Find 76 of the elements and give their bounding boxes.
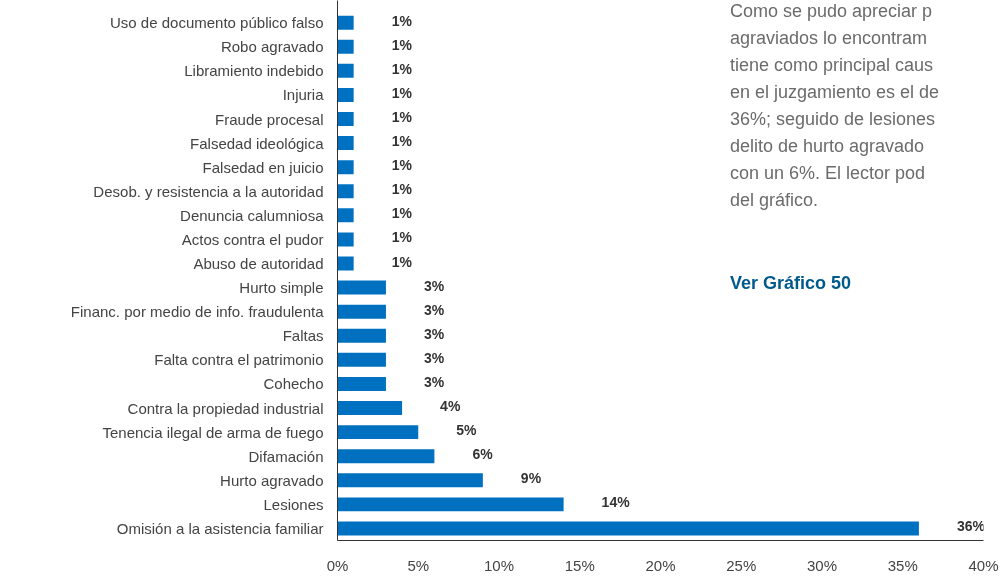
x-tick-label: 0%	[326, 556, 349, 574]
bar	[337, 112, 354, 126]
data-label: 1%	[391, 36, 413, 53]
bar	[337, 473, 483, 488]
x-tick-label: 10%	[483, 556, 515, 574]
y-tick-label: Uso de documento público falso	[110, 14, 324, 32]
y-tick-label: Robo agravado	[220, 38, 324, 56]
y-tick-label: Injuria	[282, 86, 325, 104]
data-label: 1%	[391, 205, 413, 222]
y-tick-label: Abuso de autoridad	[193, 255, 324, 273]
y-tick-label: Falsedad ideológica	[190, 134, 325, 152]
data-label: 3%	[423, 373, 445, 390]
y-tick-label: Tenencia ilegal de arma de fuego	[102, 423, 324, 441]
y-tick-label: Lesiones	[263, 495, 324, 513]
y-tick-label: Cohecho	[263, 375, 324, 393]
y-tick-label: Omisión a la asistencia familiar	[116, 519, 324, 537]
y-tick-label: Denuncia calumniosa	[180, 206, 325, 224]
data-label: 14%	[601, 494, 631, 511]
bar	[337, 136, 354, 151]
y-tick-label: Hurto agravado	[220, 471, 324, 489]
y-tick-label: Fraude procesal	[215, 110, 324, 128]
bar	[337, 39, 354, 54]
data-label: 1%	[391, 12, 413, 29]
y-tick-label: Falsedad en juicio	[202, 158, 324, 176]
bar	[337, 376, 386, 391]
data-label: 3%	[423, 325, 445, 342]
data-label: 1%	[391, 133, 413, 150]
data-label: 1%	[391, 109, 413, 125]
data-label: 1%	[391, 157, 413, 174]
data-label: 4%	[440, 398, 461, 415]
data-label: 5%	[456, 422, 478, 439]
data-label: 3%	[423, 349, 445, 366]
bar	[337, 184, 354, 199]
bar	[337, 328, 386, 343]
bar	[337, 256, 354, 271]
bar	[337, 497, 564, 512]
y-tick-label: Hurto simple	[239, 279, 324, 297]
data-label: 6%	[472, 446, 494, 463]
annotation: Como se pudo apreciar p agraviados lo encontram tiene como principal caus en el juzgamiento es el de 36%; seguido de lesiones delito de hurto agravado con un 6%. El lector pod del gráfico.	[729, 1, 940, 211]
x-tick-label: 35%	[887, 556, 918, 574]
bar	[337, 521, 919, 536]
bar	[337, 401, 403, 416]
data-label: 3%	[423, 301, 445, 318]
data-label: 9%	[520, 470, 542, 487]
x-tick-label: 25%	[726, 556, 757, 574]
bar	[337, 232, 354, 247]
y-tick-label: Actos contra el pudor	[181, 230, 324, 248]
annotation: Ver Gráfico 50	[729, 273, 852, 294]
y-tick-label: Libramiento indebido	[184, 62, 324, 80]
bar	[337, 160, 354, 175]
bar	[337, 15, 354, 30]
x-tick-label: 30%	[806, 556, 838, 574]
bar	[337, 449, 435, 464]
bar	[337, 280, 386, 295]
bar	[337, 63, 354, 78]
y-tick-label: Contra la propiedad industrial	[127, 399, 324, 417]
x-tick-label: 40%	[968, 556, 999, 574]
y-tick-label: Difamación	[248, 447, 324, 465]
x-tick-label: 15%	[564, 556, 595, 574]
x-tick-label: 20%	[645, 556, 676, 574]
bar	[337, 425, 419, 440]
bar	[337, 87, 354, 102]
data-label: 1%	[391, 253, 413, 270]
bar	[337, 304, 386, 319]
x-tick-label: 5%	[407, 556, 430, 574]
y-tick-label: Faltas	[282, 327, 324, 345]
data-label: 3%	[423, 277, 445, 294]
y-tick-label: Falta contra el patrimonio	[154, 351, 324, 369]
bar	[337, 352, 386, 367]
data-label: 1%	[391, 84, 413, 101]
bar	[337, 208, 354, 223]
data-label: 1%	[391, 229, 413, 246]
data-label: 1%	[391, 181, 413, 198]
y-tick-label: Desob. y resistencia a la autoridad	[93, 182, 324, 200]
y-tick-label: Financ. por medio de info. fraudulenta	[70, 303, 325, 321]
data-label: 1%	[391, 60, 413, 77]
